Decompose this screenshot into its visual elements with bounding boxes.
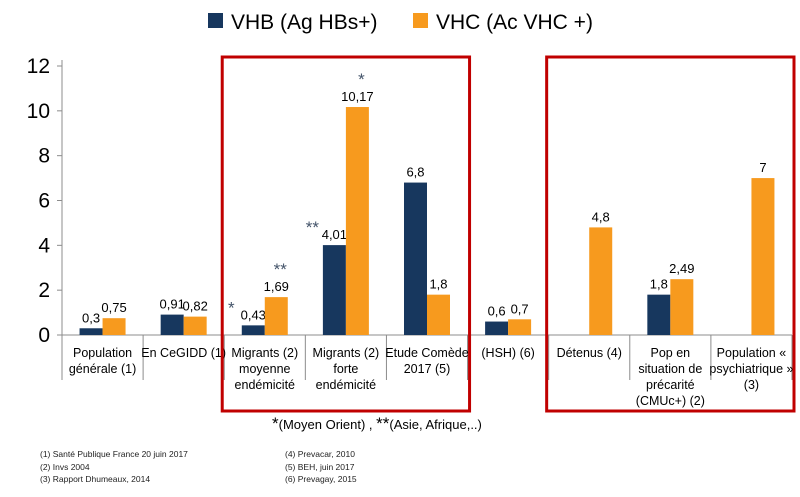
bar-vhb <box>79 328 103 335</box>
data-label: 1,8 <box>650 277 668 292</box>
bar-vhc <box>102 318 126 335</box>
category-label: forte <box>333 362 358 376</box>
y-tick-label: 4 <box>38 234 50 257</box>
y-tick-label: 12 <box>27 55 50 78</box>
source-item: (2) Invs 2004 <box>40 461 90 472</box>
source-item: (3) Rapport Dhumeaux, 2014 <box>40 474 151 484</box>
source-item: (5) BEH, juin 2017 <box>285 461 355 472</box>
category-label: Migrants (2) <box>231 346 298 360</box>
legend-label: VHB (Ag HBs+) <box>231 11 377 34</box>
data-label: 0,7 <box>511 301 529 316</box>
data-label: 0,6 <box>488 304 506 319</box>
category-label: Pop en <box>651 346 691 360</box>
bar-vhc <box>589 227 613 335</box>
bar-vhc <box>427 294 450 335</box>
footnote: *(Moyen Orient) , **(Asie, Afrique,..) <box>272 414 482 433</box>
data-label: 0,43 <box>241 307 266 322</box>
footnote-part: * <box>272 414 279 433</box>
source-item: (6) Prevagay, 2015 <box>285 474 357 484</box>
category-label: Etude Comède <box>385 346 468 360</box>
y-tick-label: 10 <box>27 100 50 123</box>
annotation-star: * <box>358 70 365 89</box>
bar-vhc <box>508 319 532 335</box>
data-label: 7 <box>759 160 766 175</box>
category-label: Détenus (4) <box>557 346 622 360</box>
category-label: psychiatrique » <box>709 362 793 376</box>
source-item: (1) Santé Publique France 20 juin 2017 <box>40 449 188 459</box>
y-tick-label: 2 <box>38 279 50 302</box>
legend-swatch <box>413 13 428 28</box>
sources-right: (4) Prevacar, 2010 (5) BEH, juin 2017 (6… <box>285 448 357 486</box>
data-label: 0,82 <box>183 299 208 314</box>
category-label: Migrants (2) <box>313 346 380 360</box>
bar-vhc <box>751 178 775 335</box>
category-label: précarité <box>646 378 695 392</box>
bar-vhb <box>160 314 184 335</box>
highlight-box <box>545 55 796 413</box>
data-label: 2,49 <box>669 261 694 276</box>
source-item: (4) Prevacar, 2010 <box>285 449 355 459</box>
bar-vhc <box>670 279 694 335</box>
bar-vhb <box>241 325 265 335</box>
category-label: 2017 (5) <box>404 362 451 376</box>
annotation-star: * <box>228 298 235 317</box>
annotation-star: ** <box>274 260 288 279</box>
sources-left: (1) Santé Publique France 20 juin 2017 (… <box>40 448 188 486</box>
data-label: 4,01 <box>322 227 347 242</box>
bar-vhb <box>322 245 346 335</box>
data-label: 0,75 <box>101 300 126 315</box>
category-label: Population « <box>717 346 787 360</box>
category-label: générale (1) <box>69 362 136 376</box>
data-label: 0,3 <box>82 310 100 325</box>
category-label: (3) <box>744 378 759 392</box>
category-label: (HSH) (6) <box>481 346 534 360</box>
data-label: 6,8 <box>406 165 424 180</box>
data-label: 1,69 <box>264 279 289 294</box>
y-tick-label: 6 <box>38 190 50 213</box>
data-label: 0,91 <box>160 297 185 312</box>
bar-vhb <box>485 321 509 335</box>
legend-label: VHC (Ac VHC +) <box>436 11 593 34</box>
bar-vhb <box>404 182 427 335</box>
legend-swatch <box>208 13 223 28</box>
category-label: moyenne <box>239 362 290 376</box>
y-tick-label: 0 <box>38 324 50 347</box>
category-label: endémicité <box>316 378 376 392</box>
data-label: 10,17 <box>341 89 374 104</box>
category-label: endémicité <box>235 378 295 392</box>
annotation-star: ** <box>306 218 320 237</box>
category-label: En CeGIDD (1) <box>141 346 226 360</box>
y-tick-label: 8 <box>38 145 50 168</box>
footnote-part: (Asie, Afrique,..) <box>389 417 481 432</box>
data-label: 4,8 <box>592 209 610 224</box>
category-label: Population <box>73 346 132 360</box>
footnote-part: ** <box>376 414 390 433</box>
bar-vhb <box>647 294 671 335</box>
bar-vhc <box>183 316 207 335</box>
category-label: situation de <box>638 362 702 376</box>
footnote-part: (Moyen Orient) , <box>279 417 377 432</box>
bar-vhc <box>345 107 369 336</box>
bar-vhc <box>264 297 288 335</box>
highlight-box <box>220 55 472 413</box>
data-label: 1,8 <box>429 277 447 292</box>
category-label: (CMUc+) (2) <box>636 394 705 408</box>
